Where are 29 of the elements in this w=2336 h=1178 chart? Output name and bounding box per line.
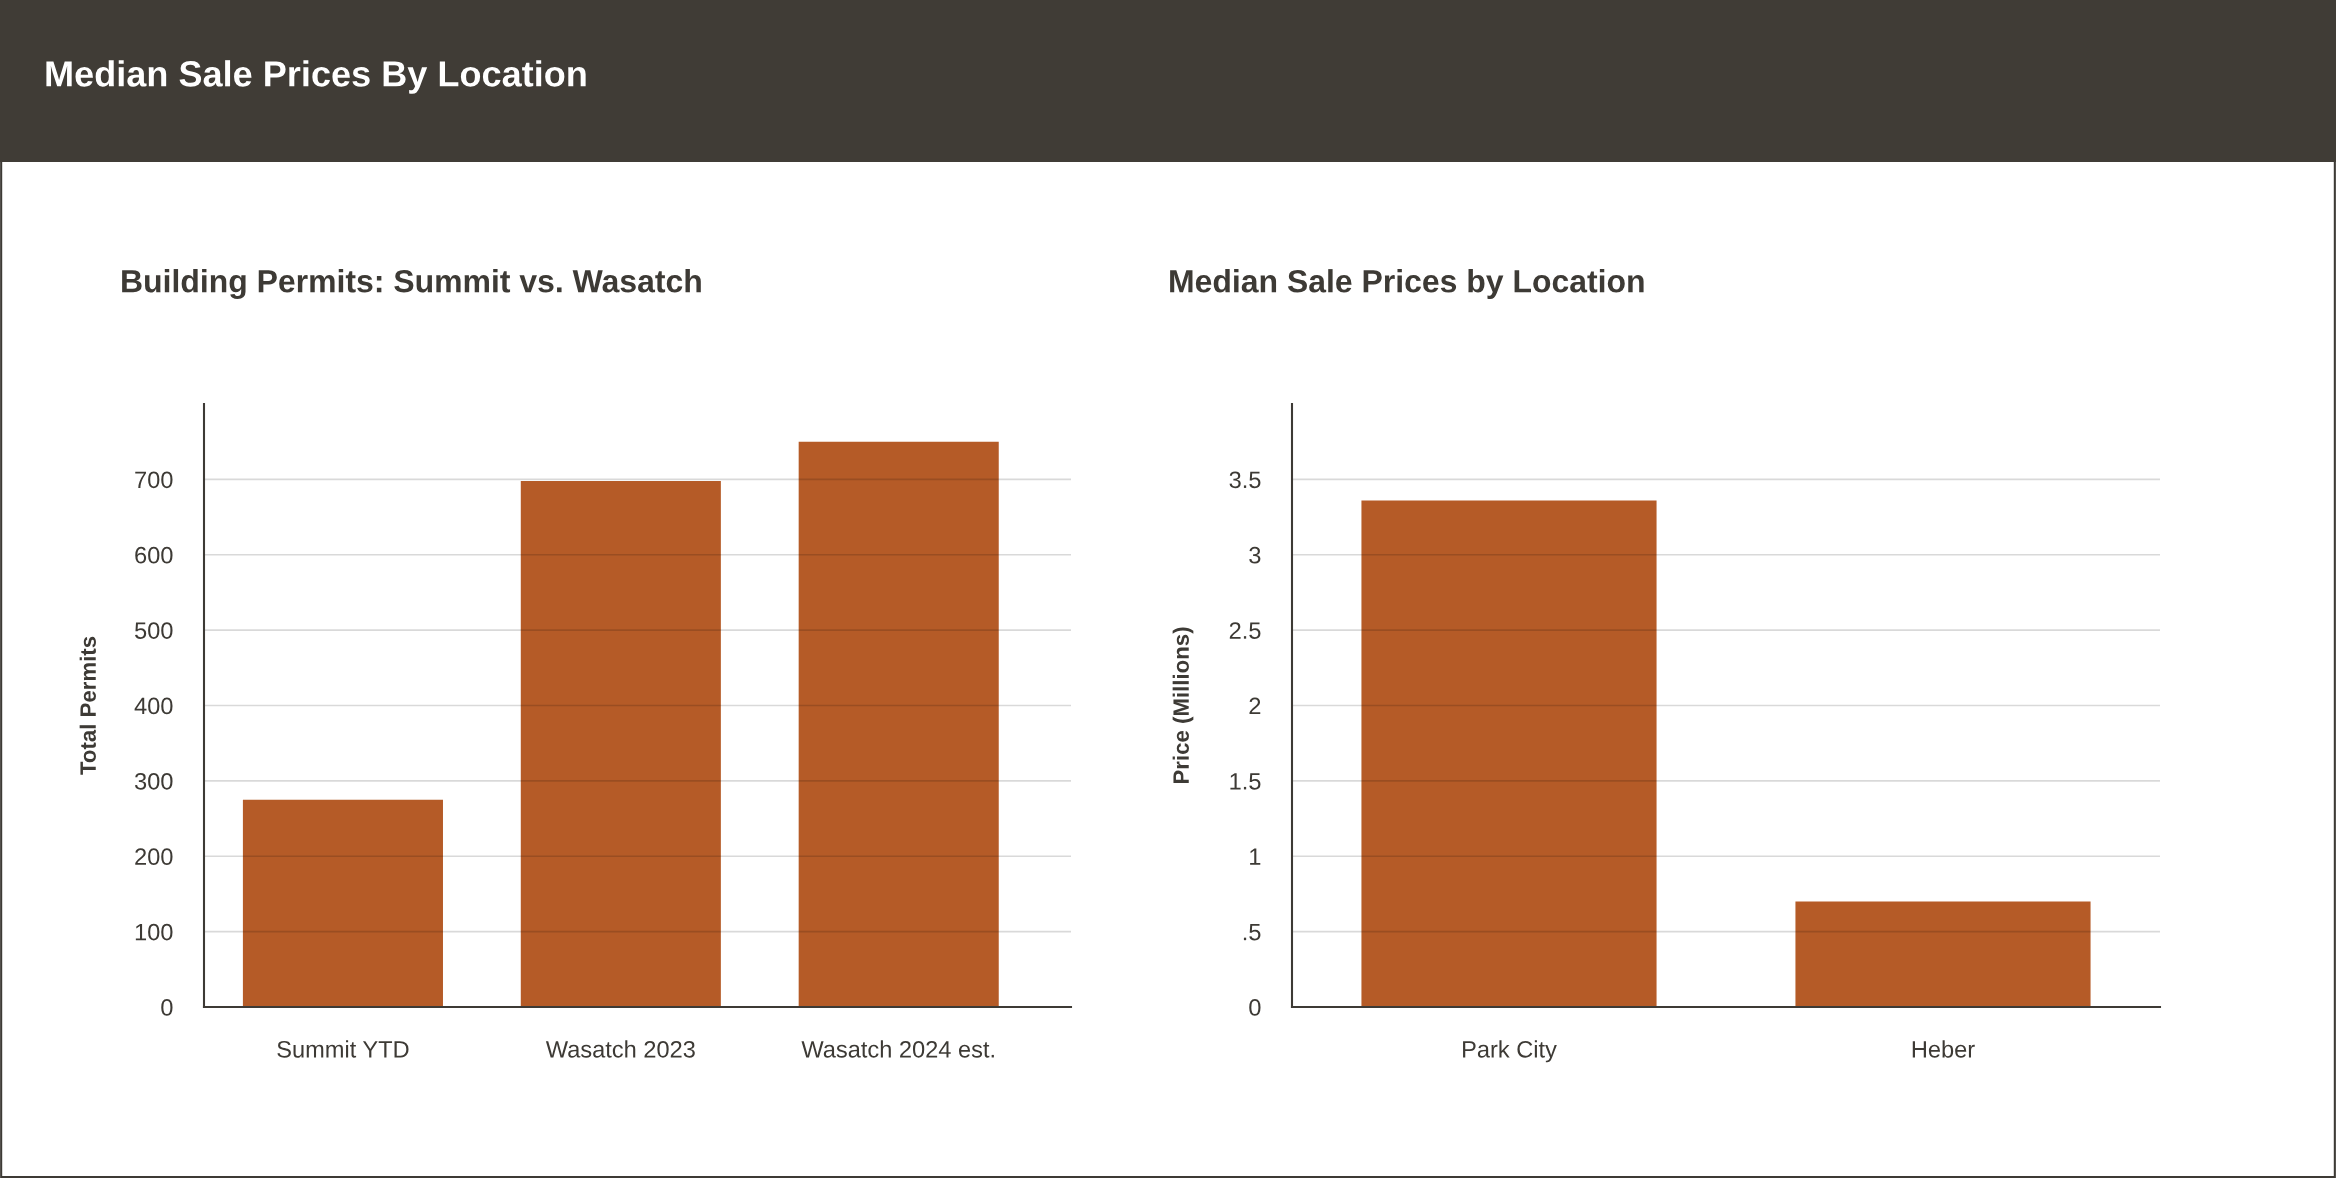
bar <box>798 441 999 1007</box>
x-tick-label: Wasatch 2023 <box>545 1040 695 1058</box>
y-tick-label: 100 <box>135 923 173 941</box>
y-tick-label: 2.5 <box>1229 622 1261 639</box>
y-tick-label: 600 <box>135 546 173 564</box>
y-tick-label: 700 <box>135 471 173 489</box>
y-tick-label: 3.5 <box>1229 471 1261 489</box>
chart-title: Building Permits: Summit vs. Wasatch <box>122 269 701 299</box>
x-tick-label: Heber <box>1912 1040 1975 1058</box>
bar <box>242 799 443 1007</box>
y-tick-label: 1 <box>1250 848 1261 865</box>
text: Median Sale Prices By Location <box>46 60 586 94</box>
y-tick-label: 0 <box>1249 999 1261 1016</box>
y-tick-label: 500 <box>135 622 173 639</box>
chart-title: Median Sale Prices by Location <box>1170 269 1644 299</box>
y-axis-title: Price (Millions) <box>1172 627 1194 784</box>
y-tick-label: .5 <box>1243 923 1261 941</box>
bar <box>520 480 721 1007</box>
x-tick-label: Summit YTD <box>277 1040 409 1058</box>
y-tick-label: 3 <box>1249 546 1261 564</box>
y-tick-label: 0 <box>161 999 173 1016</box>
x-tick-label: Park City <box>1463 1040 1557 1063</box>
y-tick-label: 1.5 <box>1230 773 1261 790</box>
y-tick-label: 200 <box>135 848 173 866</box>
x-tick-label: Wasatch 2024 est. <box>801 1040 994 1058</box>
y-tick-label: 300 <box>134 772 173 790</box>
y-tick-label: 400 <box>134 697 173 715</box>
y-tick-label: 2 <box>1249 697 1261 715</box>
y-axis-title: Total Permits <box>79 636 96 775</box>
